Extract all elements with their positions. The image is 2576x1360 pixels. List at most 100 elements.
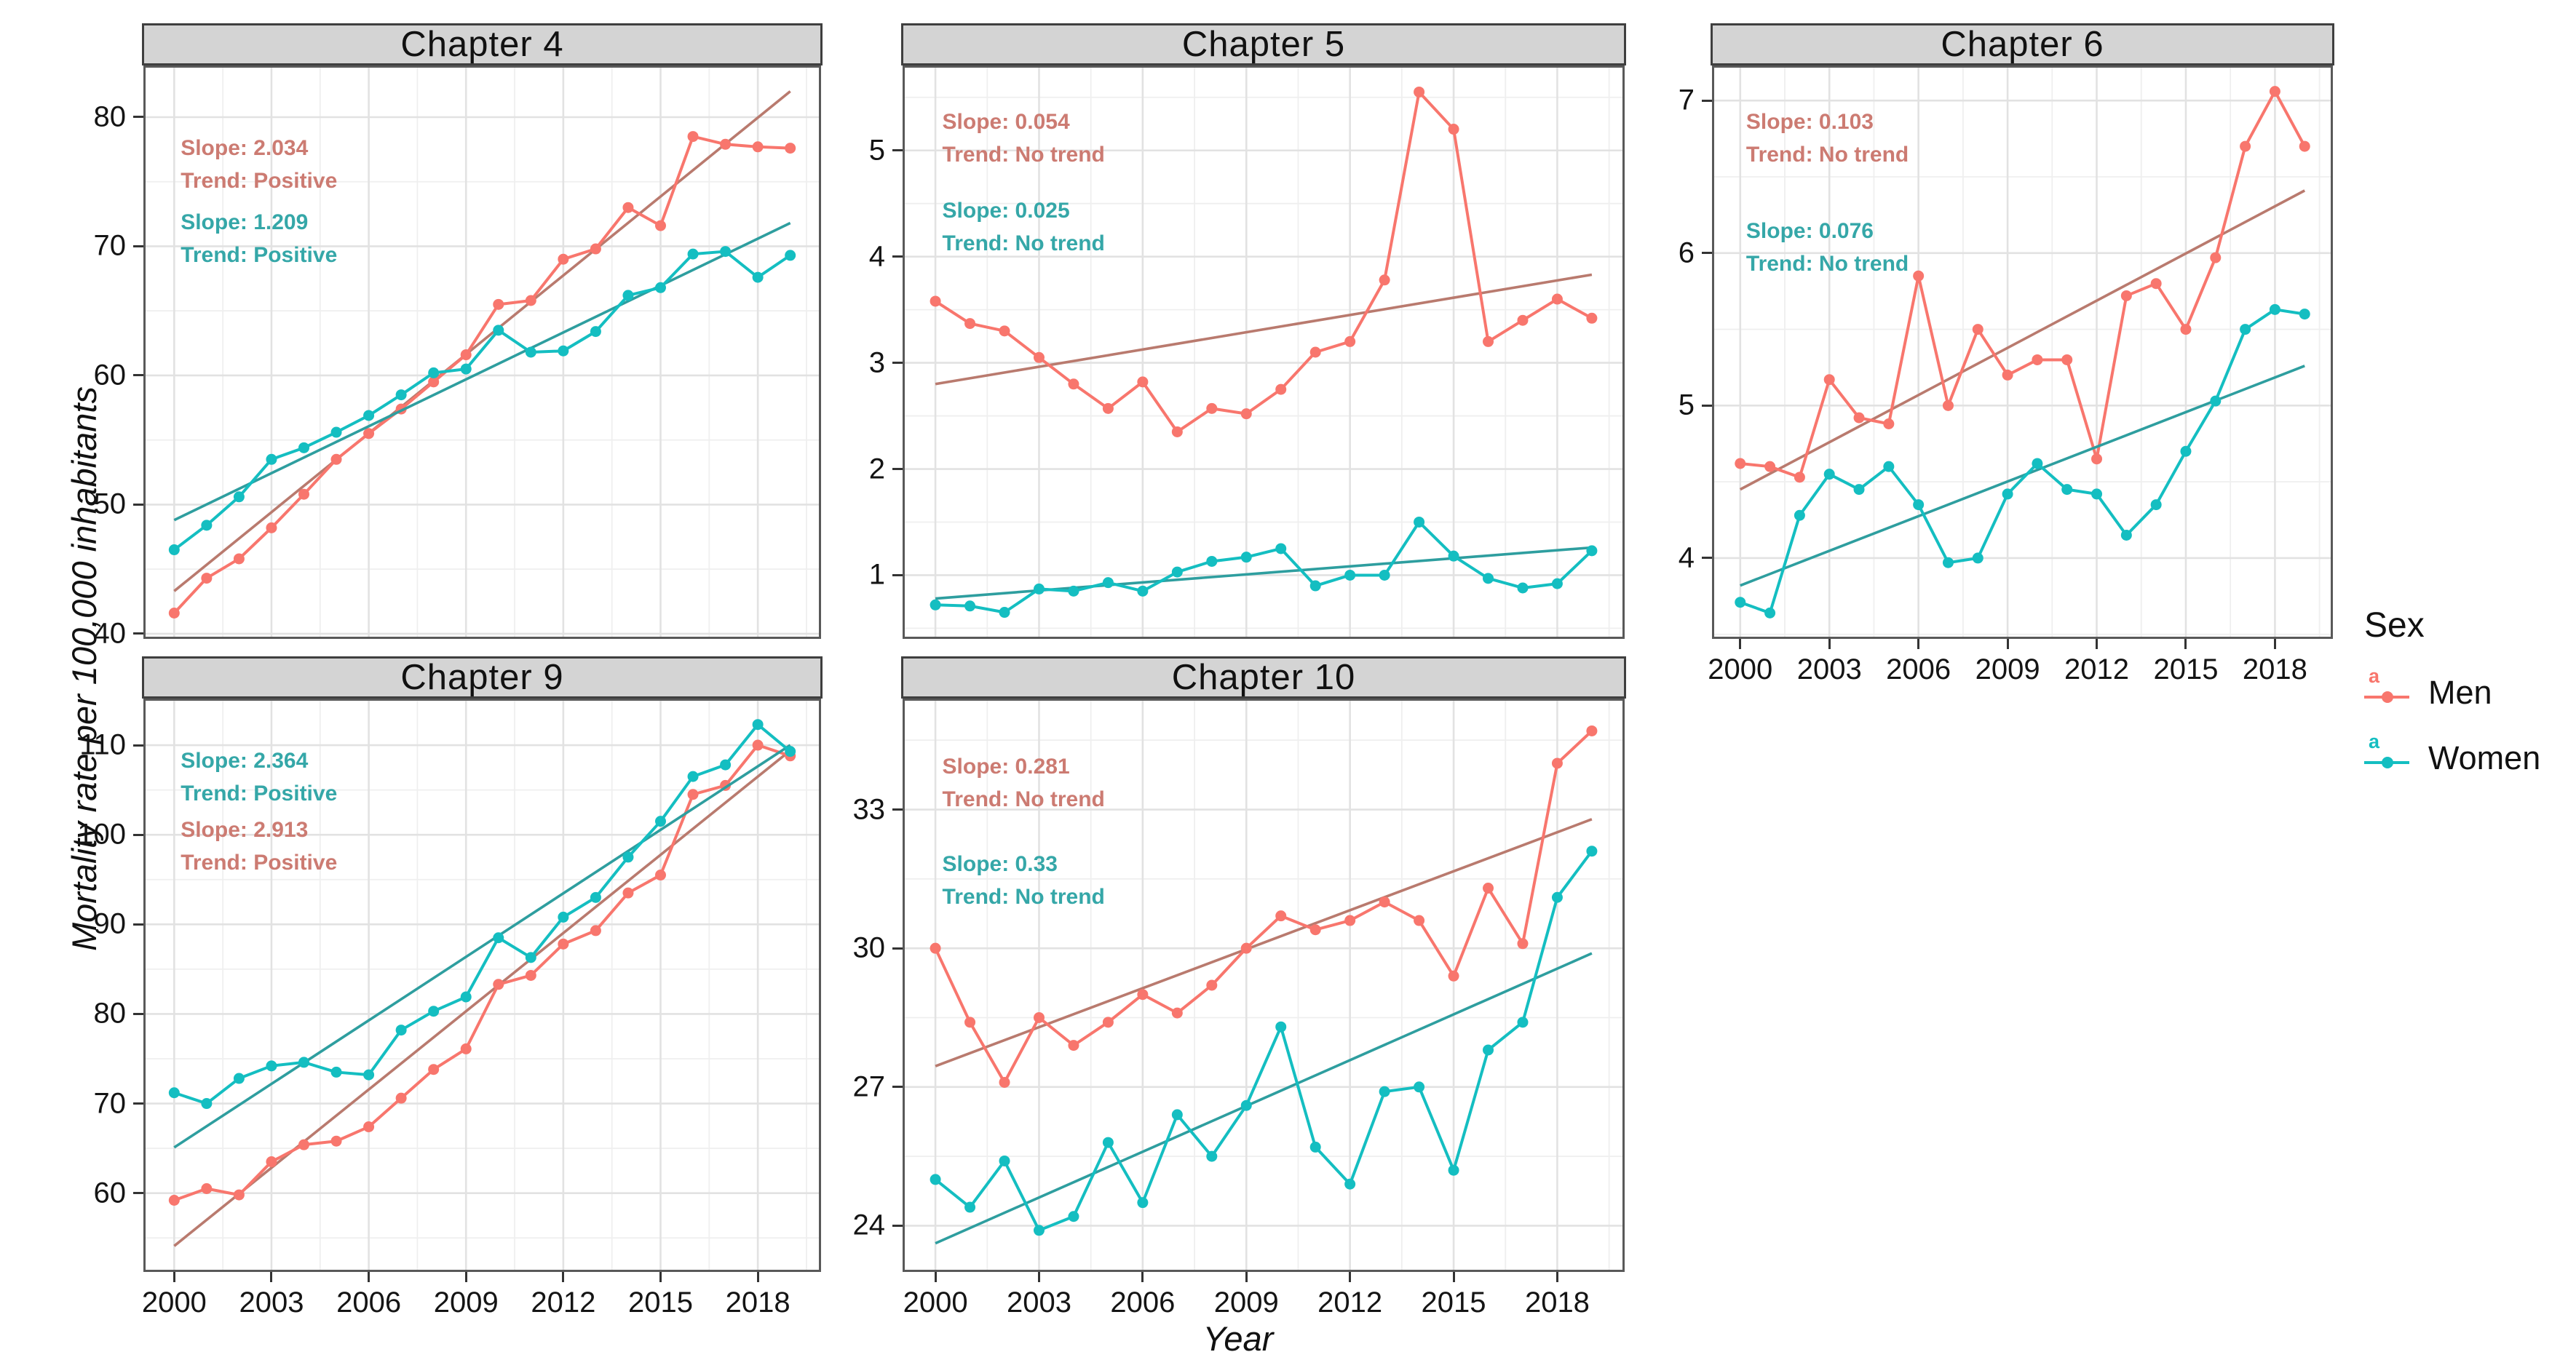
annotation-line: Trend: Positive — [181, 850, 338, 875]
data-point-women — [1586, 545, 1598, 557]
data-point-women — [1240, 552, 1252, 563]
data-point-men — [1275, 383, 1287, 395]
data-point-men — [1102, 402, 1114, 414]
data-point-women — [201, 520, 213, 531]
x-tick-mark — [2096, 639, 2099, 649]
data-point-women — [1206, 555, 1218, 567]
y-tick-label: 1 — [868, 558, 885, 591]
data-point-women — [1883, 461, 1895, 472]
y-tick-label: 70 — [93, 229, 127, 262]
data-point-women — [168, 544, 180, 556]
data-point-women — [655, 816, 666, 827]
data-point-men — [1137, 989, 1149, 1001]
plot-area — [903, 65, 1625, 639]
series-line-men — [173, 135, 790, 614]
x-tick-mark — [659, 1272, 662, 1282]
data-point-women — [1102, 1137, 1114, 1148]
data-point-men — [1309, 346, 1321, 358]
annotation-line: Slope: 0.054 — [942, 110, 1070, 135]
y-tick-label: 7 — [1678, 84, 1695, 116]
y-tick-label: 30 — [852, 931, 886, 964]
facet-title: Chapter 5 — [1181, 25, 1346, 64]
data-point-women — [428, 1006, 440, 1017]
data-point-women — [525, 952, 536, 963]
data-point-women — [1586, 846, 1598, 857]
x-tick-mark — [368, 1272, 370, 1282]
annotation-line: Slope: 2.034 — [181, 135, 309, 160]
data-point-women — [590, 891, 601, 903]
data-point-women — [1794, 509, 1805, 521]
data-point-women — [2180, 445, 2192, 457]
y-tick-label: 5 — [868, 134, 885, 167]
data-point-women — [460, 991, 472, 1003]
data-point-women — [1309, 580, 1321, 592]
legend-glyph-a: a — [2369, 731, 2380, 752]
data-point-men — [1823, 374, 1835, 386]
data-point-men — [752, 141, 764, 153]
data-point-women — [1171, 1109, 1183, 1121]
trend-line-men — [173, 749, 791, 1247]
legend-items: a Men a Women — [2364, 665, 2540, 785]
data-point-men — [2240, 140, 2251, 152]
facet-strip: Chapter 10 — [901, 656, 1626, 699]
y-tick-label: 2 — [868, 453, 885, 485]
panel-border — [143, 699, 821, 1272]
data-point-men — [720, 138, 732, 150]
x-tick-label: 2003 — [1006, 1287, 1071, 1319]
trend-line-women — [935, 952, 1593, 1245]
data-point-men — [590, 243, 601, 255]
data-point-men — [330, 1135, 342, 1147]
x-tick-label: 2018 — [1524, 1287, 1590, 1319]
data-point-women — [1764, 607, 1776, 619]
annotation-men: Slope: 2.913 Trend: Positive — [181, 814, 337, 879]
data-point-women — [720, 759, 732, 771]
data-point-women — [1240, 1099, 1252, 1111]
data-point-men — [2150, 278, 2162, 290]
y-tick-label: 27 — [852, 1070, 886, 1103]
data-point-women — [330, 1066, 342, 1078]
data-point-women — [233, 491, 245, 503]
annotation-men: Slope: 2.034 Trend: Positive — [181, 132, 337, 197]
data-point-men — [1171, 1007, 1183, 1019]
trend-line-men — [1739, 189, 2306, 491]
y-tick-mark — [892, 362, 903, 365]
legend-item-men: a Men — [2364, 665, 2540, 720]
x-tick-label: 2015 — [1421, 1287, 1486, 1319]
panel-border — [143, 65, 821, 639]
data-point-men — [687, 789, 699, 800]
data-point-men — [930, 942, 941, 954]
data-point-women — [2061, 484, 2073, 496]
trend-line-men — [173, 90, 791, 592]
data-point-men — [1794, 472, 1805, 483]
x-tick-label: 2012 — [1317, 1287, 1383, 1319]
x-tick-mark — [1245, 1272, 1248, 1282]
annotation-line: Trend: Positive — [181, 243, 338, 268]
data-point-women — [1275, 1021, 1287, 1033]
y-tick-mark — [892, 1086, 903, 1089]
data-point-men — [201, 573, 213, 584]
data-point-women — [2240, 324, 2251, 335]
data-point-women — [363, 410, 375, 421]
data-point-women — [785, 746, 796, 757]
data-point-men — [1483, 883, 1494, 894]
data-point-men — [590, 925, 601, 937]
data-point-women — [2150, 499, 2162, 511]
data-point-men — [1240, 942, 1252, 954]
data-point-women — [1275, 543, 1287, 554]
y-tick-mark — [1702, 252, 1712, 255]
data-point-women — [558, 911, 569, 923]
annotation-line: Trend: Positive — [181, 168, 338, 193]
y-tick-mark — [133, 1192, 143, 1195]
data-point-men — [428, 1064, 440, 1075]
data-point-men — [2120, 290, 2132, 301]
series-line-men — [935, 90, 1593, 434]
data-point-men — [1102, 1017, 1114, 1028]
data-point-men — [1414, 86, 1425, 98]
x-tick-mark — [464, 1272, 467, 1282]
y-tick-label: 80 — [93, 997, 127, 1030]
x-tick-mark — [1037, 1272, 1040, 1282]
data-point-women — [1206, 1150, 1218, 1162]
data-point-women — [2120, 529, 2132, 541]
series-line-men — [934, 730, 1593, 1084]
data-point-men — [1068, 1040, 1079, 1051]
